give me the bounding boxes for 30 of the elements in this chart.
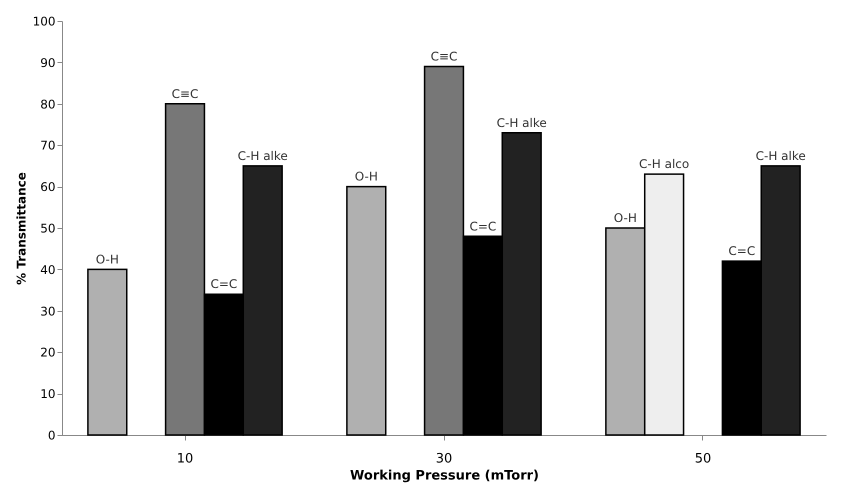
series-label: C-H alke	[496, 116, 547, 130]
y-axis-title: % Transmittance	[14, 172, 29, 285]
bar	[346, 186, 386, 436]
x-tick-label: 50	[694, 452, 712, 466]
y-tick-label: 50	[40, 222, 56, 236]
text: C-H alke	[756, 148, 806, 163]
y-tick-label: 10	[40, 387, 56, 402]
y-tick-label: 20	[40, 346, 56, 360]
text: C≡C	[430, 50, 458, 64]
y-tick-label: 30	[40, 304, 56, 318]
text: C=C	[728, 244, 756, 258]
series-label: C-H alco	[639, 157, 690, 172]
x-tick-label: 30	[436, 452, 452, 466]
y-tick-label: 40	[40, 262, 56, 277]
text: O-H	[614, 211, 637, 225]
y-tick-label: 80	[40, 97, 56, 112]
y-tick-label: 60	[40, 180, 56, 194]
bar	[87, 268, 128, 436]
text: O-H	[354, 170, 378, 184]
x-axis-title: Working Pressure (mTorr)	[350, 468, 539, 484]
series-label: O-H	[96, 252, 119, 266]
y-tick-label: 70	[40, 138, 56, 153]
text: C-H alke	[238, 148, 288, 163]
y-tick-label: 0	[48, 428, 56, 442]
series-label: C=C	[210, 277, 238, 292]
y-tick-label: 100	[32, 14, 56, 28]
series-label: C≡C	[172, 86, 198, 101]
x-tick-label: 10	[176, 452, 194, 466]
y-tick-label: 90	[40, 56, 56, 70]
text: C=C	[469, 219, 496, 234]
